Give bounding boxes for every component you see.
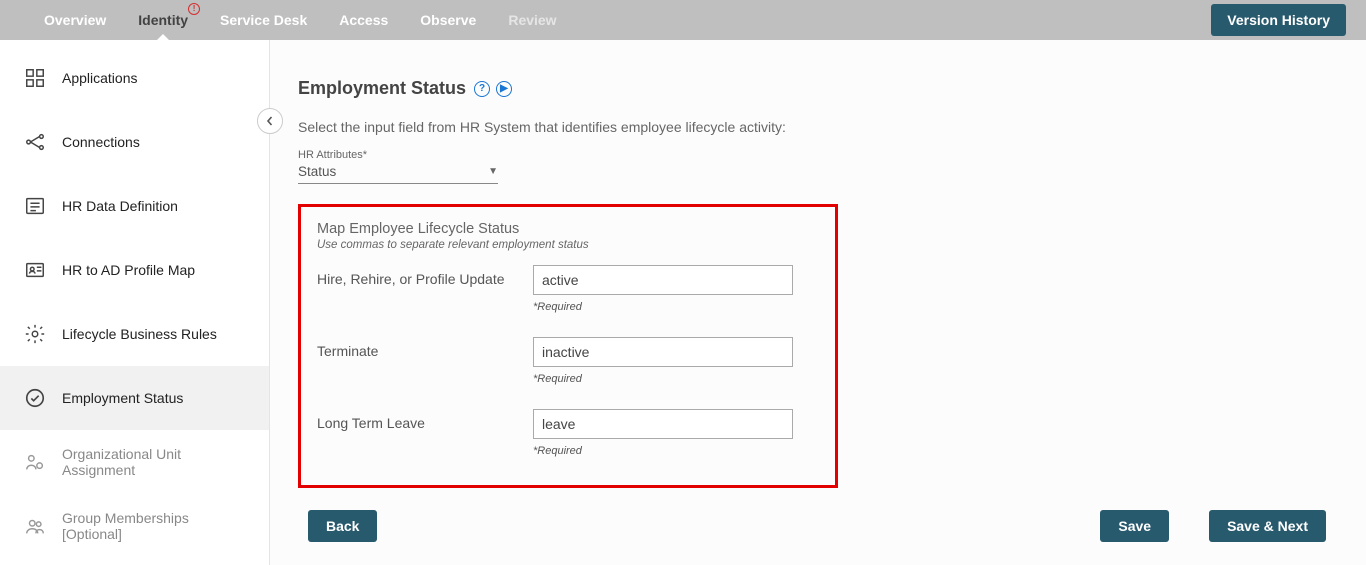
help-icon[interactable]: ?: [474, 81, 490, 97]
tab-label: Service Desk: [220, 12, 307, 28]
sidebar-item-label: Organizational Unit Assignment: [62, 446, 251, 478]
title-icons: ? ▶: [474, 81, 512, 97]
tab-access[interactable]: Access: [323, 0, 404, 40]
tab-label: Overview: [44, 12, 106, 28]
play-icon[interactable]: ▶: [496, 81, 512, 97]
lifecycle-icon: [24, 323, 46, 345]
tab-observe[interactable]: Observe: [404, 0, 492, 40]
tab-label: Observe: [420, 12, 476, 28]
sidebar-item-label: Connections: [62, 134, 140, 150]
page-title: Employment Status: [298, 78, 466, 99]
map-row-terminate: Terminate *Required: [317, 337, 819, 385]
connections-icon: [24, 131, 46, 153]
data-definition-icon: [24, 195, 46, 217]
employment-status-icon: [24, 387, 46, 409]
group-icon: [24, 515, 46, 537]
back-button[interactable]: Back: [308, 510, 377, 542]
terminate-status-input[interactable]: [533, 337, 793, 367]
sidebar-item-ou-assignment[interactable]: Organizational Unit Assignment: [0, 430, 269, 494]
hr-attr-label: HR Attributes*: [298, 149, 1326, 161]
page-subtext: Select the input field from HR System th…: [298, 119, 1326, 135]
select-value: Status: [298, 164, 336, 179]
alert-badge-icon: !: [188, 3, 200, 15]
required-hint: *Required: [533, 301, 793, 313]
box-title: Map Employee Lifecycle Status: [317, 221, 819, 237]
sidebar-item-label: Employment Status: [62, 390, 183, 406]
required-hint: *Required: [533, 445, 793, 457]
hire-status-input[interactable]: [533, 265, 793, 295]
map-lifecycle-status-box: Map Employee Lifecycle Status Use commas…: [298, 204, 838, 488]
map-label: Long Term Leave: [317, 409, 533, 431]
sidebar: Applications Connections HR Data Definit…: [0, 40, 270, 565]
sidebar-item-hr-ad-profile-map[interactable]: HR to AD Profile Map: [0, 238, 269, 302]
sidebar-item-label: HR to AD Profile Map: [62, 262, 195, 278]
top-nav: Overview Identity ! Service Desk Access …: [0, 0, 1366, 40]
sidebar-item-label: Applications: [62, 70, 138, 86]
save-next-button[interactable]: Save & Next: [1209, 510, 1326, 542]
chevron-down-icon: ▼: [488, 166, 498, 177]
box-subtext: Use commas to separate relevant employme…: [317, 239, 819, 251]
sidebar-item-employment-status[interactable]: Employment Status: [0, 366, 269, 430]
tab-review[interactable]: Review: [492, 0, 572, 40]
page-title-row: Employment Status ? ▶: [298, 78, 1326, 99]
layout: Applications Connections HR Data Definit…: [0, 40, 1366, 565]
apps-icon: [24, 67, 46, 89]
tab-label: Review: [508, 12, 556, 28]
sidebar-item-connections[interactable]: Connections: [0, 110, 269, 174]
map-label: Terminate: [317, 337, 533, 359]
tab-overview[interactable]: Overview: [28, 0, 122, 40]
sidebar-item-lifecycle-rules[interactable]: Lifecycle Business Rules: [0, 302, 269, 366]
map-label: Hire, Rehire, or Profile Update: [317, 265, 533, 287]
org-unit-icon: [24, 451, 46, 473]
action-bar: Back Save Save & Next: [298, 510, 1326, 542]
sidebar-item-applications[interactable]: Applications: [0, 46, 269, 110]
tab-identity[interactable]: Identity !: [122, 0, 204, 40]
active-tab-indicator: [156, 34, 170, 41]
sidebar-item-label: HR Data Definition: [62, 198, 178, 214]
top-nav-tabs: Overview Identity ! Service Desk Access …: [28, 0, 573, 40]
main-panel: Employment Status ? ▶ Select the input f…: [270, 40, 1366, 565]
leave-status-input[interactable]: [533, 409, 793, 439]
sidebar-item-hr-data-definition[interactable]: HR Data Definition: [0, 174, 269, 238]
profile-map-icon: [24, 259, 46, 281]
map-row-long-term-leave: Long Term Leave *Required: [317, 409, 819, 457]
hr-attributes-select[interactable]: Status ▼: [298, 161, 498, 184]
tab-label: Access: [339, 12, 388, 28]
tab-label: Identity: [138, 12, 188, 28]
map-row-hire: Hire, Rehire, or Profile Update *Require…: [317, 265, 819, 313]
sidebar-item-label: Lifecycle Business Rules: [62, 326, 217, 342]
version-history-button[interactable]: Version History: [1211, 4, 1346, 36]
collapse-sidebar-button[interactable]: [257, 108, 283, 134]
sidebar-item-group-memberships[interactable]: Group Memberships [Optional]: [0, 494, 269, 558]
chevron-left-icon: [265, 116, 275, 126]
tab-service-desk[interactable]: Service Desk: [204, 0, 323, 40]
sidebar-item-label: Group Memberships [Optional]: [62, 510, 251, 542]
save-button[interactable]: Save: [1100, 510, 1169, 542]
required-hint: *Required: [533, 373, 793, 385]
